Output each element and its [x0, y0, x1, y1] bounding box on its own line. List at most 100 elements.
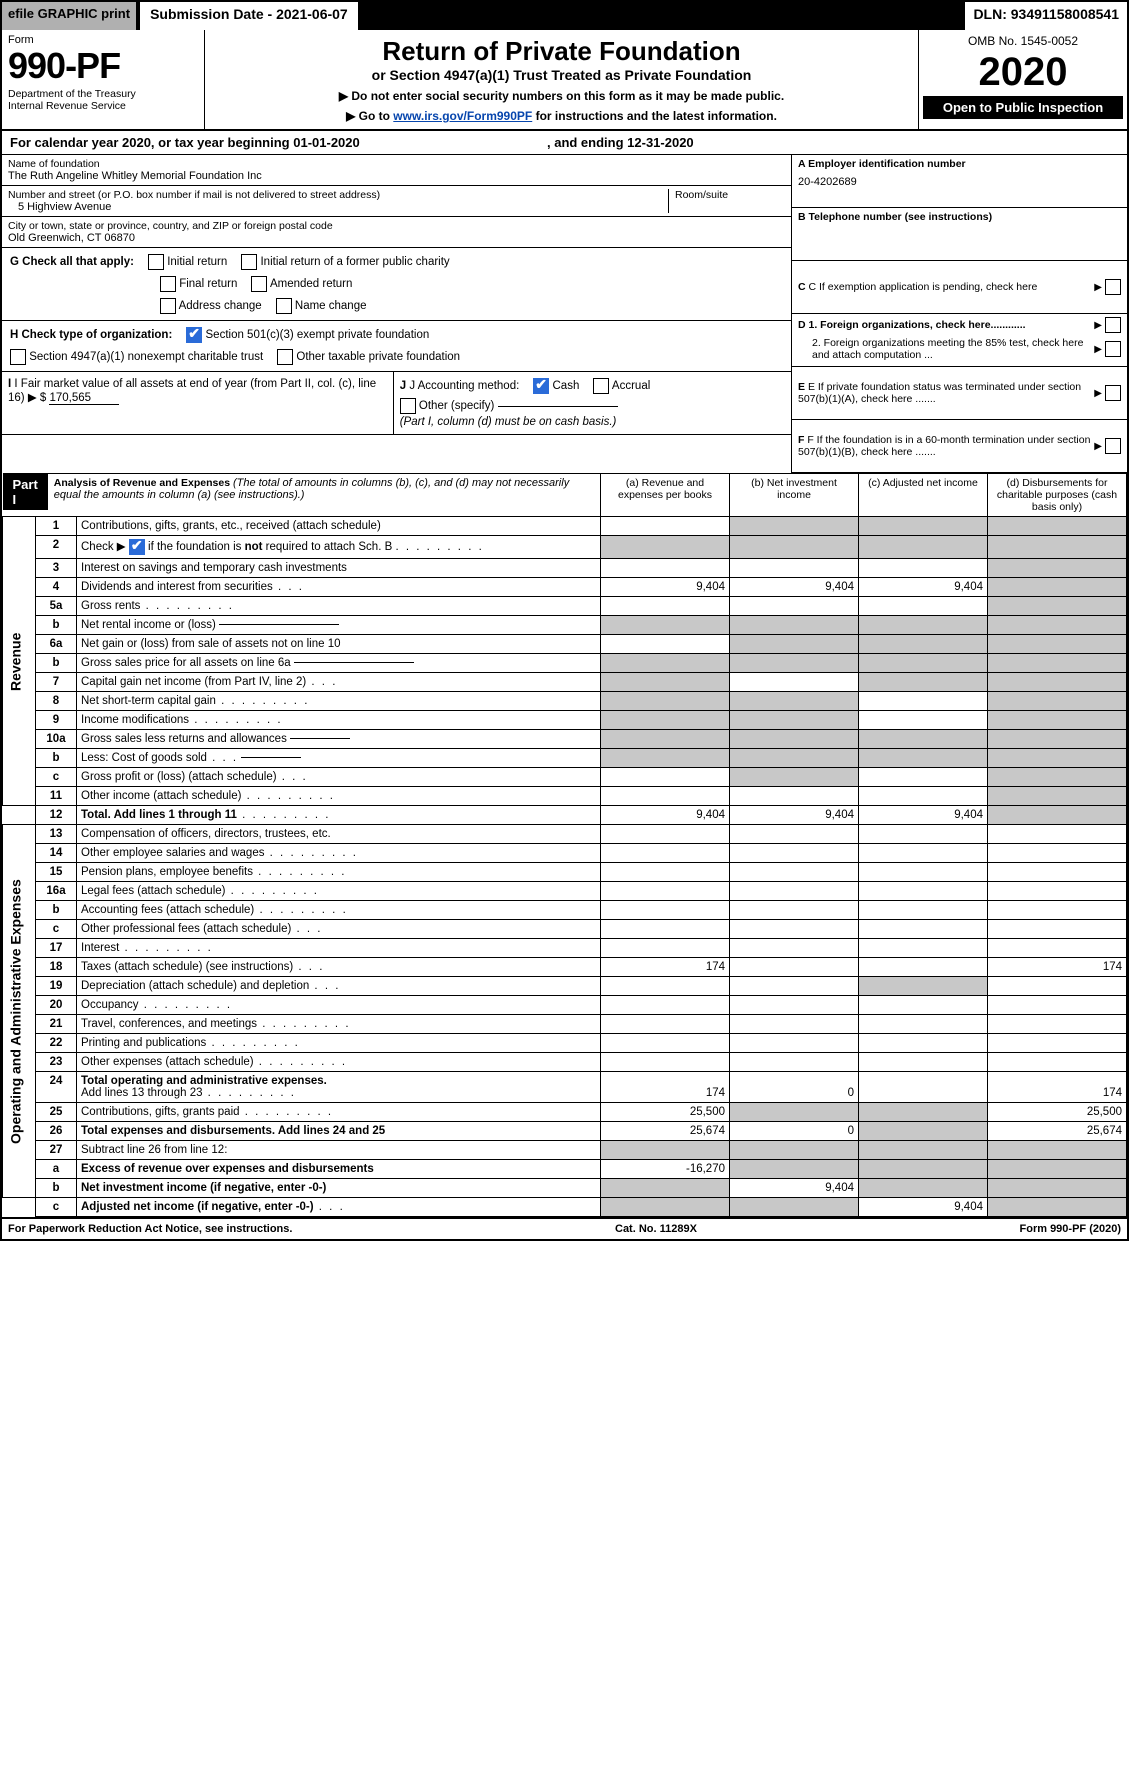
amended-return-checkbox[interactable]: [251, 276, 267, 292]
g-label: G Check all that apply:: [10, 256, 134, 268]
row14-desc: Other employee salaries and wages: [77, 844, 601, 863]
e-checkbox[interactable]: [1105, 385, 1121, 401]
row27c-text: Adjusted net income (if negative, enter …: [81, 1201, 314, 1213]
initial-return-checkbox[interactable]: [148, 254, 164, 270]
b-label: B Telephone number (see instructions): [798, 211, 992, 223]
r27b-b: 9,404: [730, 1179, 859, 1198]
accrual-checkbox[interactable]: [593, 378, 609, 394]
row9-text: Income modifications: [81, 714, 189, 726]
row22-text: Printing and publications: [81, 1037, 206, 1049]
d-cell: D 1. Foreign organizations, check here..…: [792, 314, 1127, 367]
r18-d: 174: [988, 958, 1127, 977]
form-title: Return of Private Foundation: [211, 36, 912, 67]
row9-desc: Income modifications: [77, 711, 601, 730]
row4-text: Dividends and interest from securities: [81, 581, 273, 593]
ij-row: I I Fair market value of all assets at e…: [2, 372, 791, 435]
part1-title: Analysis of Revenue and Expenses: [54, 477, 233, 489]
d2-label: 2. Foreign organizations meeting the 85%…: [798, 337, 1094, 361]
row18-text: Taxes (attach schedule) (see instruction…: [81, 961, 293, 973]
r18-a: 174: [601, 958, 730, 977]
row11-text: Other income (attach schedule): [81, 790, 241, 802]
d1-arrow-icon: [1094, 319, 1105, 331]
row10b-desc: Less: Cost of goods sold: [77, 749, 601, 768]
other-taxable-checkbox[interactable]: [277, 349, 293, 365]
col-a-header: (a) Revenue and expenses per books: [601, 474, 730, 517]
row3-desc: Interest on savings and temporary cash i…: [77, 559, 601, 578]
name-change-checkbox[interactable]: [276, 298, 292, 314]
row5b-desc: Net rental income or (loss): [77, 616, 601, 635]
g-final: Final return: [179, 278, 237, 290]
g-amended: Amended return: [270, 278, 352, 290]
r24-a: 174: [601, 1072, 730, 1103]
j-cash: Cash: [553, 380, 580, 392]
header-middle: Return of Private Foundation or Section …: [205, 30, 918, 129]
address-change-checkbox[interactable]: [160, 298, 176, 314]
row23-desc: Other expenses (attach schedule): [77, 1053, 601, 1072]
c-cell: C C If exemption application is pending,…: [792, 261, 1127, 314]
form-number: 990-PF: [8, 48, 198, 84]
initial-former-checkbox[interactable]: [241, 254, 257, 270]
row15-desc: Pension plans, employee benefits: [77, 863, 601, 882]
form-footer-label: Form 990-PF (2020): [1020, 1223, 1122, 1235]
ein-value: 20-4202689: [798, 176, 1121, 188]
omb-number: OMB No. 1545-0052: [923, 34, 1123, 48]
row25-text: Contributions, gifts, grants paid: [81, 1106, 240, 1118]
addr-label: Number and street (or P.O. box number if…: [8, 189, 662, 201]
part1-table: Part I Analysis of Revenue and Expenses …: [2, 473, 1127, 1217]
row10a-text: Gross sales less returns and allowances: [81, 733, 287, 745]
c-checkbox[interactable]: [1105, 279, 1121, 295]
cash-checkbox[interactable]: [533, 378, 549, 394]
r27c-c: 9,404: [859, 1198, 988, 1217]
row16c-text: Other professional fees (attach schedule…: [81, 923, 291, 935]
row16a-desc: Legal fees (attach schedule): [77, 882, 601, 901]
schb-checkbox[interactable]: [129, 539, 145, 555]
row27a-desc: Excess of revenue over expenses and disb…: [77, 1160, 601, 1179]
row4-desc: Dividends and interest from securities: [77, 578, 601, 597]
h-label: H Check type of organization:: [10, 329, 172, 341]
row27b-desc: Net investment income (if negative, ente…: [77, 1179, 601, 1198]
row12-text: Total. Add lines 1 through 11: [81, 809, 237, 821]
other-method-checkbox[interactable]: [400, 398, 416, 414]
e-cell: E E If private foundation status was ter…: [792, 367, 1127, 420]
row7-text: Capital gain net income (from Part IV, l…: [81, 676, 306, 688]
d1-checkbox[interactable]: [1105, 317, 1121, 333]
phone-cell: B Telephone number (see instructions): [792, 208, 1127, 261]
row11-desc: Other income (attach schedule): [77, 787, 601, 806]
fmv-value: 170,565: [49, 392, 119, 405]
row24b-text: Add lines 13 through 23: [81, 1087, 202, 1099]
e-arrow-icon: [1094, 387, 1105, 399]
row5a-text: Gross rents: [81, 600, 140, 612]
4947-checkbox[interactable]: [10, 349, 26, 365]
r26-b: 0: [730, 1122, 859, 1141]
instr2-pre: ▶ Go to: [346, 109, 393, 123]
501c3-checkbox[interactable]: [186, 327, 202, 343]
foundation-name: The Ruth Angeline Whitley Memorial Found…: [8, 170, 785, 182]
r4-a: 9,404: [601, 578, 730, 597]
h-check-row: H Check type of organization: Section 50…: [2, 321, 791, 372]
cal-pre: For calendar year 2020, or tax year begi…: [10, 135, 293, 150]
form-container: efile GRAPHIC print Submission Date - 20…: [0, 0, 1129, 1241]
open-inspection: Open to Public Inspection: [923, 96, 1123, 119]
d2-arrow-icon: [1094, 343, 1105, 355]
final-return-checkbox[interactable]: [160, 276, 176, 292]
irs-link[interactable]: www.irs.gov/Form990PF: [393, 109, 532, 123]
j-label: J Accounting method:: [409, 380, 519, 392]
j-note: (Part I, column (d) must be on cash basi…: [400, 416, 785, 428]
row2-pre: Check ▶: [81, 541, 126, 553]
street-address: 5 Highview Avenue: [8, 201, 662, 213]
part1-label: Part I: [3, 474, 48, 510]
row20-desc: Occupancy: [77, 996, 601, 1015]
row10c-desc: Gross profit or (loss) (attach schedule): [77, 768, 601, 787]
g-initial: Initial return: [167, 256, 227, 268]
row21-desc: Travel, conferences, and meetings: [77, 1015, 601, 1034]
d2-checkbox[interactable]: [1105, 341, 1121, 357]
row6b-text: Gross sales price for all assets on line…: [81, 657, 291, 669]
r25-a: 25,500: [601, 1103, 730, 1122]
row1-desc: Contributions, gifts, grants, etc., rece…: [77, 517, 601, 536]
paperwork-notice: For Paperwork Reduction Act Notice, see …: [8, 1223, 292, 1235]
row2-not: not: [245, 541, 263, 553]
row2-desc: Check ▶ if the foundation is not require…: [77, 536, 601, 559]
f-checkbox[interactable]: [1105, 438, 1121, 454]
irs-label: Internal Revenue Service: [8, 100, 198, 112]
a-label: A Employer identification number: [798, 158, 966, 170]
